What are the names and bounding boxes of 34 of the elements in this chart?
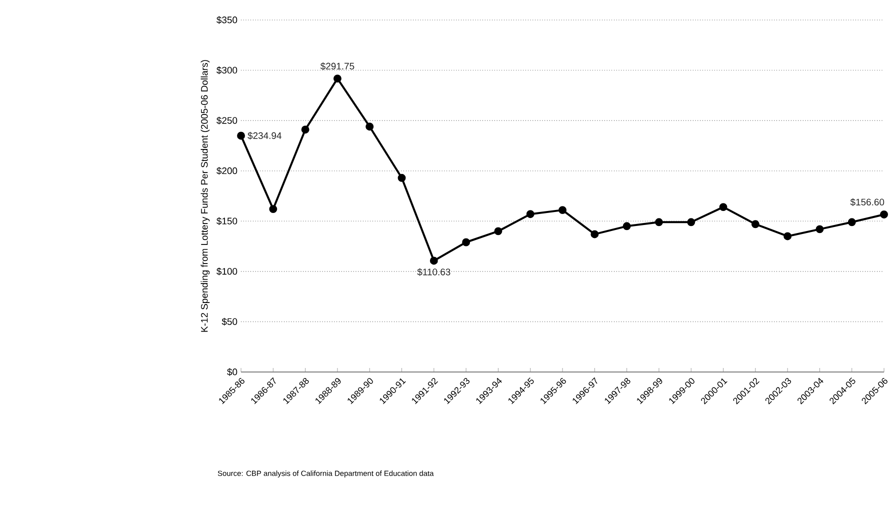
data-label: $234.94 [248,132,282,140]
data-label: $291.75 [320,62,354,70]
point [687,218,696,226]
y-tick-label: $0 [227,368,238,376]
data-label: $156.60 [850,198,884,206]
point [558,206,566,214]
point [880,210,888,218]
point [462,238,470,246]
y-tick-label: $250 [216,116,238,124]
point [398,174,406,182]
point [526,210,534,218]
y-tick-label: $150 [216,217,238,225]
point [719,203,728,212]
data-label: $110.63 [417,268,450,276]
point [816,225,824,234]
point [269,205,278,214]
point [622,222,631,230]
point [237,132,245,140]
point [590,230,599,238]
point [366,122,374,131]
point [654,218,663,226]
point [333,74,342,83]
y-tick-label: $350 [216,16,238,24]
point [301,126,310,134]
point [494,227,502,236]
point [848,218,856,226]
y-axis-title: K-12 Spending from Lottery Funds Per Student (2005-06 Dollars) [200,60,210,332]
point [751,220,760,228]
point [784,232,792,240]
y-tick-label: $300 [216,66,238,74]
y-tick-label: $50 [222,318,238,326]
y-tick-label: $200 [216,167,238,175]
y-tick-label: $100 [216,268,238,276]
point [430,256,438,265]
